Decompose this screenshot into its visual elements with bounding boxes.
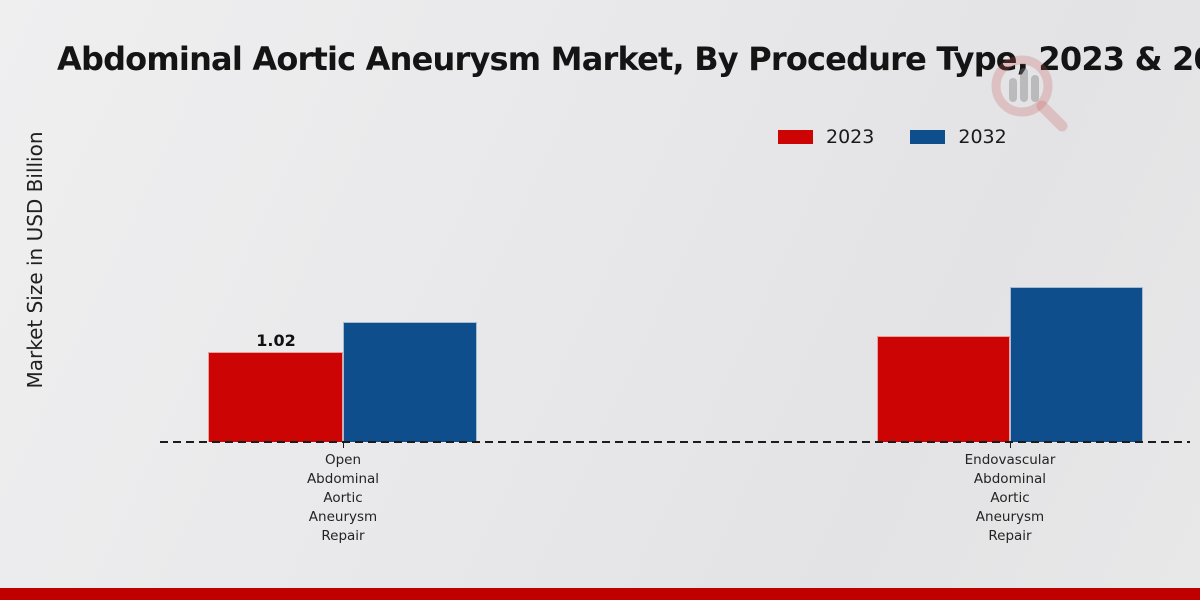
- bar-2032-open-repair: [343, 322, 477, 442]
- legend-label-2023: 2023: [826, 126, 875, 148]
- legend-item-2023: 2023: [778, 126, 874, 148]
- x-axis-tick-open: [343, 443, 344, 448]
- chart-title: Abdominal Aortic Aneurysm Market, By Pro…: [57, 40, 1200, 78]
- legend-swatch-2023: [778, 130, 813, 144]
- bar-2032-endovascular-repair: [1010, 287, 1143, 442]
- y-axis-label: Market Size in USD Billion: [23, 131, 47, 389]
- legend-label-2032: 2032: [958, 126, 1007, 148]
- legend-swatch-2032: [910, 130, 946, 144]
- legend-item-2032: 2032: [910, 126, 1007, 148]
- bar-2023-endovascular-repair: [877, 336, 1010, 442]
- legend: 2023 2032: [778, 126, 1007, 148]
- category-label-open: Open Abdominal Aortic Aneurysm Repair: [306, 452, 380, 544]
- x-axis-tick-endovascular: [1010, 443, 1011, 448]
- bar-value-label: 1.02: [256, 331, 296, 350]
- bar-2023-open-repair: [208, 352, 343, 442]
- x-axis-baseline: [160, 441, 1190, 443]
- footer-accent-bar: [0, 588, 1200, 600]
- category-label-endovascular: Endovascular Abdominal Aortic Aneurysm R…: [964, 452, 1056, 544]
- watermark-magnifier-logo: [991, 55, 1068, 132]
